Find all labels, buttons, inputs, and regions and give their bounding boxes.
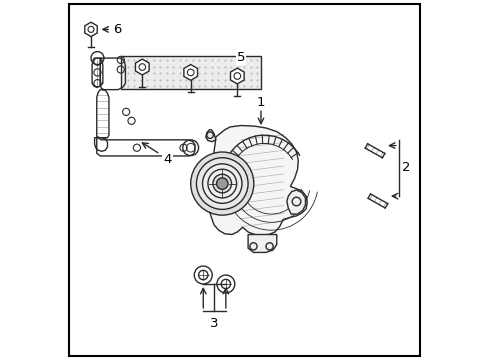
Text: 3: 3 (209, 317, 218, 330)
Polygon shape (135, 59, 149, 75)
Circle shape (196, 158, 247, 210)
Circle shape (216, 178, 227, 189)
Polygon shape (121, 56, 260, 89)
Circle shape (212, 174, 231, 193)
Circle shape (207, 169, 236, 198)
Circle shape (194, 266, 212, 284)
Polygon shape (207, 126, 306, 235)
Polygon shape (84, 22, 97, 37)
Text: 6: 6 (113, 23, 121, 36)
Text: 5: 5 (236, 51, 244, 64)
Polygon shape (230, 68, 244, 84)
Text: 1: 1 (256, 96, 264, 109)
Text: 2: 2 (402, 161, 410, 174)
Circle shape (190, 152, 253, 215)
Circle shape (217, 275, 234, 293)
Polygon shape (286, 190, 305, 214)
Circle shape (202, 164, 242, 203)
Polygon shape (247, 234, 276, 252)
Polygon shape (205, 130, 215, 141)
Polygon shape (183, 64, 197, 80)
Text: 4: 4 (163, 153, 171, 166)
